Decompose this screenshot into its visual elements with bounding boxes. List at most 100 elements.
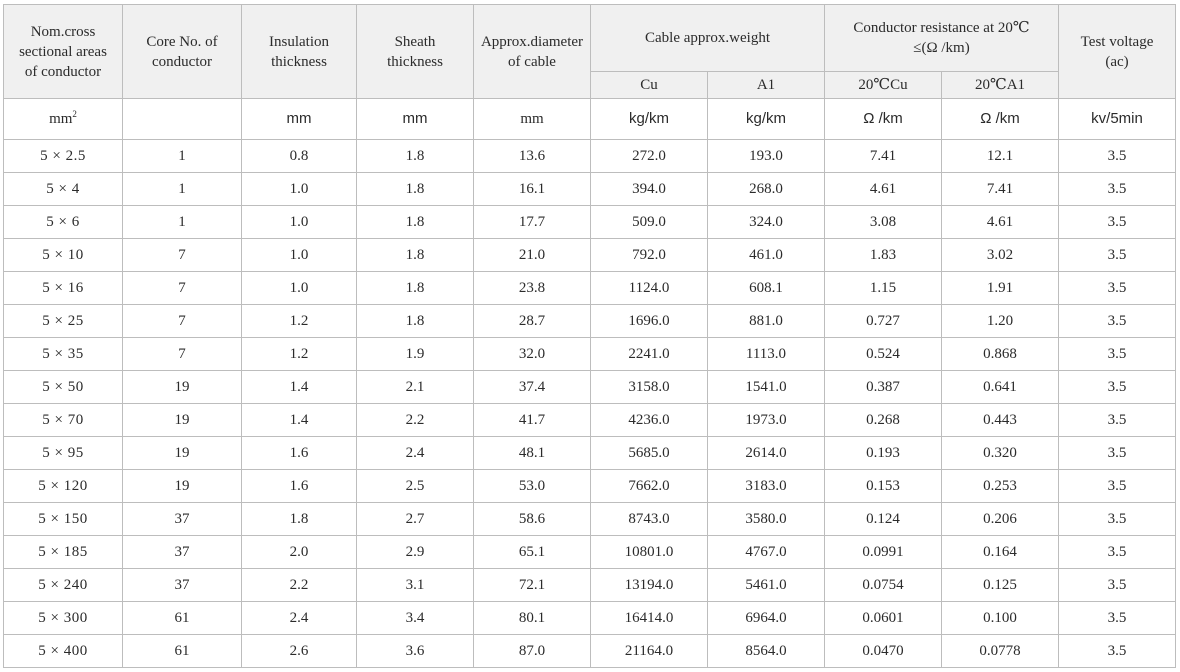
- table-row: 5 × 70 19 1.4 2.2 41.7 4236.0 1973.0 0.268 0.443…: [3, 403, 1177, 437]
- cell-test-voltage: 3.5: [1058, 172, 1177, 206]
- cell-res-al: 0.100: [940, 601, 1060, 635]
- cell-res-cu: 1.83: [824, 238, 942, 272]
- cell-sheath: 1.8: [356, 172, 474, 206]
- cell-res-al: 0.443: [940, 403, 1060, 437]
- cell-core-no: 1: [122, 205, 242, 239]
- cell-test-voltage: 3.5: [1058, 271, 1177, 305]
- cell-res-cu: 0.124: [824, 502, 942, 536]
- cell-weight-al: 2614.0: [707, 436, 825, 470]
- units-row: mm2 mm mm mm kg/km kg/km Ω /km Ω /km kv/…: [3, 98, 1177, 140]
- table-row: 5 × 25 7 1.2 1.8 28.7 1696.0 881.0 0.727 1.20 3.5: [3, 304, 1177, 338]
- cell-diameter: 65.1: [473, 535, 591, 569]
- unit-nom-cross: mm2: [3, 98, 123, 140]
- cell-res-al: 7.41: [940, 172, 1060, 206]
- table-row: 5 × 10 7 1.0 1.8 21.0 792.0 461.0 1.83 3.02 3.5: [3, 238, 1177, 272]
- cell-res-al: 0.206: [940, 502, 1060, 536]
- cell-sheath: 2.2: [356, 403, 474, 437]
- cell-weight-cu: 16414.0: [590, 601, 708, 635]
- cell-sheath: 3.4: [356, 601, 474, 635]
- cell-core-no: 7: [122, 337, 242, 371]
- cell-res-cu: 0.153: [824, 469, 942, 503]
- units-row-group: mm2 mm mm mm kg/km kg/km Ω /km Ω /km kv/…: [3, 98, 1177, 140]
- header-res-al: 20℃A1: [940, 71, 1060, 99]
- cell-res-al: 0.868: [940, 337, 1060, 371]
- cell-weight-al: 1973.0: [707, 403, 825, 437]
- cell-sheath: 1.8: [356, 271, 474, 305]
- cell-test-voltage: 3.5: [1058, 238, 1177, 272]
- cell-sheath: 2.9: [356, 535, 474, 569]
- cell-test-voltage: 3.5: [1058, 370, 1177, 404]
- cell-core-no: 19: [122, 403, 242, 437]
- cell-diameter: 32.0: [473, 337, 591, 371]
- cell-insulation: 1.2: [241, 304, 357, 338]
- table-row: 5 × 300 61 2.4 3.4 80.1 16414.0 6964.0 0.0601 0.…: [3, 601, 1177, 635]
- cell-weight-al: 3183.0: [707, 469, 825, 503]
- cell-sheath: 3.1: [356, 568, 474, 602]
- cell-diameter: 80.1: [473, 601, 591, 635]
- cell-insulation: 1.8: [241, 502, 357, 536]
- cell-res-al: 0.641: [940, 370, 1060, 404]
- header-test-voltage: Test voltage (ac): [1058, 4, 1177, 99]
- cell-weight-cu: 272.0: [590, 139, 708, 173]
- cell-insulation: 1.0: [241, 172, 357, 206]
- table-row: 5 × 35 7 1.2 1.9 32.0 2241.0 1113.0 0.524 0.868 3…: [3, 337, 1177, 371]
- data-rows: 5 × 2.5 1 0.8 1.8 13.6 272.0 193.0 7.41 12.1 3.5 5…: [3, 139, 1177, 668]
- cell-sheath: 2.7: [356, 502, 474, 536]
- cell-diameter: 28.7: [473, 304, 591, 338]
- cell-weight-al: 324.0: [707, 205, 825, 239]
- cell-diameter: 13.6: [473, 139, 591, 173]
- cell-res-cu: 0.387: [824, 370, 942, 404]
- cell-core-no: 37: [122, 502, 242, 536]
- cell-core-no: 19: [122, 370, 242, 404]
- header-weight: Cable approx.weight: [590, 4, 825, 72]
- cell-res-cu: 1.15: [824, 271, 942, 305]
- cell-insulation: 0.8: [241, 139, 357, 173]
- cell-res-al: 0.320: [940, 436, 1060, 470]
- cell-size: 5 × 50: [3, 370, 123, 404]
- cell-test-voltage: 3.5: [1058, 139, 1177, 173]
- cell-sheath: 2.4: [356, 436, 474, 470]
- header-weight-al: A1: [707, 71, 825, 99]
- header-res-cu: 20℃Cu: [824, 71, 942, 99]
- cell-size: 5 × 95: [3, 436, 123, 470]
- cell-test-voltage: 3.5: [1058, 436, 1177, 470]
- cell-insulation: 2.6: [241, 634, 357, 668]
- cell-weight-cu: 4236.0: [590, 403, 708, 437]
- cell-diameter: 21.0: [473, 238, 591, 272]
- cell-weight-cu: 2241.0: [590, 337, 708, 371]
- cell-diameter: 16.1: [473, 172, 591, 206]
- unit-sheath: mm: [356, 98, 474, 140]
- cell-insulation: 1.6: [241, 436, 357, 470]
- header-weight-cu: Cu: [590, 71, 708, 99]
- table-row: 5 × 120 19 1.6 2.5 53.0 7662.0 3183.0 0.153 0.25…: [3, 469, 1177, 503]
- cell-test-voltage: 3.5: [1058, 601, 1177, 635]
- cell-res-cu: 0.193: [824, 436, 942, 470]
- cell-size: 5 × 400: [3, 634, 123, 668]
- cell-core-no: 7: [122, 304, 242, 338]
- unit-weight-cu: kg/km: [590, 98, 708, 140]
- cell-res-al: 12.1: [940, 139, 1060, 173]
- cell-res-al: 0.0778: [940, 634, 1060, 668]
- cell-diameter: 53.0: [473, 469, 591, 503]
- cell-test-voltage: 3.5: [1058, 304, 1177, 338]
- cell-res-cu: 3.08: [824, 205, 942, 239]
- header-sheath: Sheath thickness: [356, 4, 474, 99]
- cell-weight-cu: 21164.0: [590, 634, 708, 668]
- cell-weight-al: 881.0: [707, 304, 825, 338]
- cell-insulation: 1.0: [241, 271, 357, 305]
- cell-insulation: 2.2: [241, 568, 357, 602]
- cell-diameter: 41.7: [473, 403, 591, 437]
- cell-res-al: 0.253: [940, 469, 1060, 503]
- cell-core-no: 7: [122, 271, 242, 305]
- cell-weight-al: 3580.0: [707, 502, 825, 536]
- cell-insulation: 2.0: [241, 535, 357, 569]
- cell-res-cu: 0.268: [824, 403, 942, 437]
- cell-res-cu: 0.727: [824, 304, 942, 338]
- cell-core-no: 7: [122, 238, 242, 272]
- cell-weight-cu: 509.0: [590, 205, 708, 239]
- cell-diameter: 23.8: [473, 271, 591, 305]
- cell-weight-al: 193.0: [707, 139, 825, 173]
- cell-size: 5 × 300: [3, 601, 123, 635]
- cell-res-cu: 0.0754: [824, 568, 942, 602]
- header-resistance: Conductor resistance at 20℃ ≤(Ω /km): [823, 4, 1060, 72]
